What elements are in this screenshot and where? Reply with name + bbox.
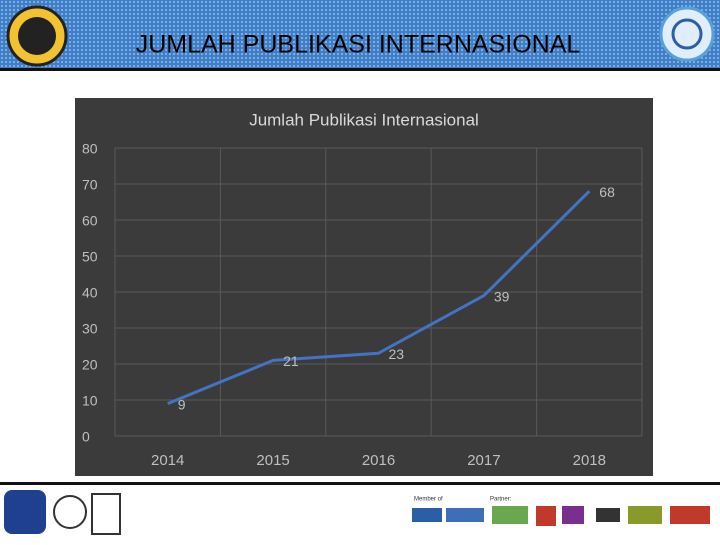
header-band [0, 0, 720, 68]
header-rule [0, 68, 720, 71]
x-tick-label: 2017 [467, 452, 500, 469]
footer-logos [4, 490, 710, 535]
y-tick-label: 20 [82, 357, 98, 373]
member-label: Member of [414, 497, 443, 503]
y-tick-label: 80 [82, 141, 98, 157]
data-label: 9 [178, 396, 186, 412]
y-tick-label: 30 [82, 321, 98, 337]
plot: 0 10 20 30 40 50 60 70 80 2014 2015 2016 2017 2018 9 21… [82, 141, 643, 469]
data-label: 23 [389, 346, 405, 362]
right-logo [659, 6, 715, 62]
slide-title: JUMLAH PUBLIKASI INTERNASIONAL [136, 31, 581, 59]
y-tick-label: 50 [82, 249, 98, 265]
footer-rule [0, 482, 720, 485]
y-tick-label: 70 [82, 177, 98, 193]
y-tick-label: 40 [82, 285, 98, 301]
data-label: 39 [494, 288, 510, 304]
x-tick-label: 2016 [362, 452, 395, 469]
left-logo [6, 5, 68, 67]
data-label: 21 [283, 353, 299, 369]
chart-area [75, 98, 653, 476]
data-label: 68 [599, 184, 615, 200]
y-tick-label: 60 [82, 213, 98, 229]
data-line [167, 190, 591, 405]
y-tick-label: 10 [82, 393, 98, 409]
chart-title: Jumlah Publikasi Internasional [249, 110, 479, 129]
partner-label: Partner: [490, 497, 512, 503]
x-tick-label: 2018 [573, 452, 606, 469]
x-tick-label: 2015 [256, 452, 289, 469]
x-tick-label: 2014 [151, 452, 184, 469]
y-tick-label: 0 [82, 429, 90, 445]
